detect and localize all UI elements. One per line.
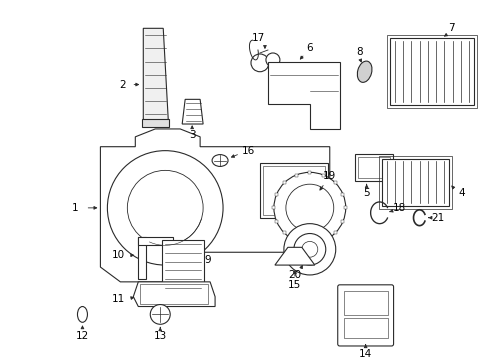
Bar [308,242,311,245]
Text: 2: 2 [119,80,125,90]
Polygon shape [100,129,329,282]
Text: 4: 4 [457,188,464,198]
Polygon shape [133,282,215,306]
Bar [138,238,173,246]
Bar [294,174,297,176]
Text: 14: 14 [358,349,371,359]
Bar [343,291,387,315]
Bar [322,174,325,176]
Text: 5: 5 [363,188,369,198]
Bar [140,284,208,303]
Text: 12: 12 [76,331,89,341]
Bar [263,166,324,215]
Bar [283,231,285,234]
Text: 11: 11 [111,294,125,303]
Bar [333,231,336,234]
Bar [283,181,285,184]
Bar [275,220,278,223]
Bar [138,238,146,279]
Bar [341,220,344,223]
Ellipse shape [212,154,227,166]
Circle shape [301,242,317,257]
Bar [333,181,336,184]
Text: 7: 7 [447,23,454,33]
Bar [378,156,451,209]
Bar [294,239,297,242]
Bar [162,240,203,292]
Bar [389,38,473,105]
Polygon shape [182,99,203,124]
Bar [260,163,327,218]
Text: 16: 16 [241,146,254,156]
Text: 9: 9 [204,255,211,265]
Text: 21: 21 [430,213,443,223]
Polygon shape [274,247,314,265]
Text: 18: 18 [392,203,406,213]
Text: 17: 17 [251,33,264,43]
Text: 20: 20 [288,270,301,280]
Bar [354,154,392,181]
FancyBboxPatch shape [337,285,393,346]
Circle shape [150,305,170,324]
Text: 19: 19 [323,171,336,181]
Text: 1: 1 [72,203,79,213]
Circle shape [250,54,268,72]
Bar [275,193,278,196]
Text: 13: 13 [153,331,166,341]
Bar [386,35,476,108]
Text: 10: 10 [112,250,124,260]
Text: 15: 15 [287,280,301,290]
Circle shape [293,234,325,265]
Polygon shape [143,28,168,127]
Polygon shape [267,62,339,129]
Ellipse shape [77,306,87,322]
Circle shape [285,184,333,231]
Bar [344,206,346,210]
Circle shape [273,172,345,243]
Bar [322,239,325,242]
Circle shape [265,53,279,67]
Circle shape [284,224,335,275]
Text: 6: 6 [306,43,312,53]
Text: 8: 8 [356,47,362,57]
Circle shape [107,150,223,265]
Bar [381,158,448,206]
Bar [142,119,169,127]
Bar [357,157,389,178]
Bar [272,206,275,210]
Text: 3: 3 [188,130,195,140]
Ellipse shape [357,61,371,82]
Circle shape [127,170,203,246]
Bar [341,193,344,196]
Bar [308,171,311,174]
Bar [343,318,387,338]
